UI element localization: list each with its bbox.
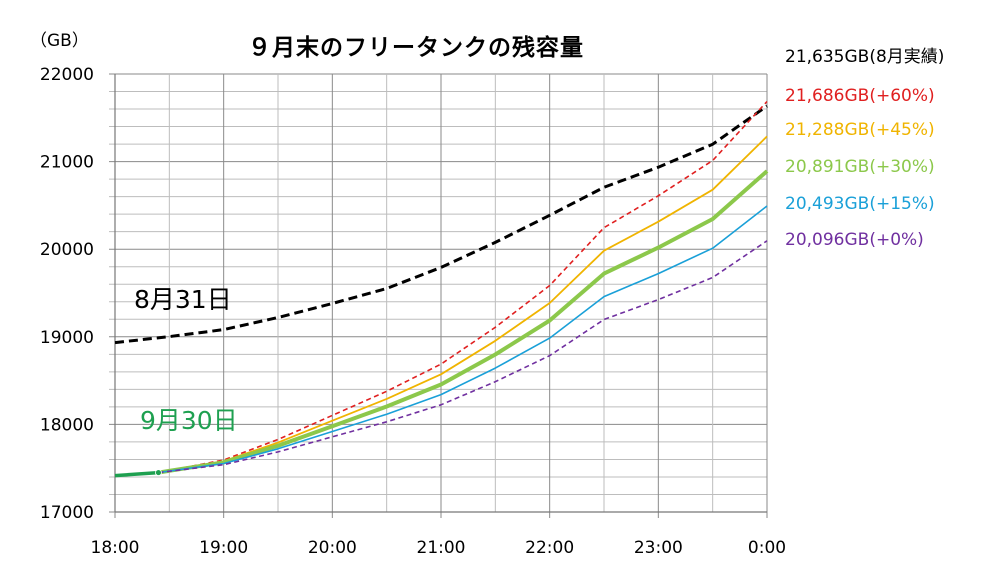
series-line-4 xyxy=(158,205,768,474)
x-tick-label: 22:00 xyxy=(525,538,574,558)
y-tick-label: 19000 xyxy=(40,328,94,348)
y-tick-label: 18000 xyxy=(40,415,94,435)
y-tick-label: 22000 xyxy=(40,65,94,85)
series-line-2 xyxy=(158,135,768,474)
label-aug-actual: 21,635GB(8月実績) xyxy=(785,47,945,67)
label-plus0: 20,096GB(+0%) xyxy=(785,230,924,250)
axis-labels: 17000 18000 19000 20000 21000 22000 18:00 19:00… xyxy=(40,65,786,558)
label-plus45: 21,288GB(+45%) xyxy=(785,120,935,140)
grid xyxy=(109,73,768,518)
y-axis-unit: （GB） xyxy=(30,31,89,51)
x-tick-label: 23:00 xyxy=(634,538,683,558)
y-tick-label: 21000 xyxy=(40,153,94,173)
x-tick-label: 21:00 xyxy=(417,538,466,558)
label-plus15: 20,493GB(+15%) xyxy=(785,194,935,214)
y-tick-label: 20000 xyxy=(40,240,94,260)
series-line-1 xyxy=(158,100,768,474)
x-tick-label: 19:00 xyxy=(199,538,248,558)
series-lines xyxy=(114,100,769,478)
x-tick-label: 18:00 xyxy=(91,538,140,558)
series-line-5 xyxy=(158,240,768,474)
annotation-aug31: 8月31日 xyxy=(134,285,232,314)
x-tick-label: 0:00 xyxy=(748,538,786,558)
series-line-0 xyxy=(114,104,768,345)
annotation-sep30: 9月30日 xyxy=(140,406,238,435)
actual-end-point xyxy=(155,469,162,476)
label-plus30: 20,891GB(+30%) xyxy=(785,157,935,177)
series-line-3 xyxy=(158,169,769,475)
label-plus60: 21,686GB(+60%) xyxy=(785,86,935,106)
y-tick-label: 17000 xyxy=(40,503,94,523)
x-tick-label: 20:00 xyxy=(308,538,357,558)
series-line-6 xyxy=(114,470,159,478)
chart-title: ９月末のフリータンクの残容量 xyxy=(248,35,584,61)
